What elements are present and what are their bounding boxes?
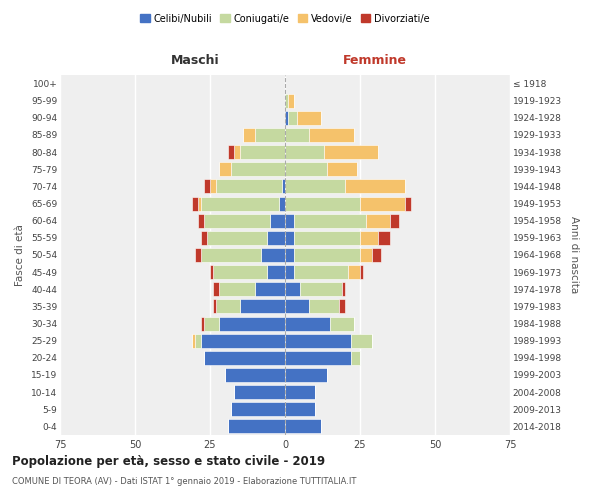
Bar [390,214,399,228]
Bar [360,248,372,262]
Bar [330,316,354,330]
Bar [297,111,321,125]
Bar [204,180,210,194]
Bar [351,334,372,347]
Bar [204,214,270,228]
Text: Popolazione per età, sesso e stato civile - 2019: Popolazione per età, sesso e stato civil… [12,455,325,468]
Bar [192,334,195,347]
Legend: Celibi/Nubili, Coniugati/e, Vedovi/e, Divorziati/e: Celibi/Nubili, Coniugati/e, Vedovi/e, Di… [136,10,434,28]
Bar [282,180,285,194]
Bar [327,162,357,176]
Bar [360,196,405,210]
Bar [285,420,321,434]
Bar [255,128,285,142]
Bar [234,145,240,159]
Bar [234,385,285,399]
Bar [201,316,204,330]
Y-axis label: Fasce di età: Fasce di età [16,224,25,286]
Bar [201,248,261,262]
Bar [219,282,255,296]
Bar [243,128,255,142]
Bar [342,282,345,296]
Bar [213,300,216,314]
Bar [366,214,390,228]
Text: Maschi: Maschi [170,54,220,68]
Bar [285,265,294,279]
Bar [216,180,282,194]
Bar [309,300,339,314]
Bar [207,231,267,245]
Bar [240,300,285,314]
Bar [210,180,216,194]
Bar [372,248,381,262]
Y-axis label: Anni di nascita: Anni di nascita [569,216,578,294]
Bar [294,265,348,279]
Bar [339,300,345,314]
Bar [195,248,201,262]
Bar [285,385,315,399]
Bar [360,231,378,245]
Bar [285,111,288,125]
Bar [285,162,327,176]
Bar [201,231,207,245]
Bar [192,196,198,210]
Bar [285,94,288,108]
Bar [225,368,285,382]
Bar [285,316,330,330]
Bar [255,282,285,296]
Bar [216,300,240,314]
Bar [288,94,294,108]
Bar [267,231,285,245]
Bar [351,351,360,365]
Bar [360,265,363,279]
Bar [228,420,285,434]
Bar [324,145,378,159]
Bar [294,214,366,228]
Bar [348,265,360,279]
Bar [285,248,294,262]
Bar [279,196,285,210]
Bar [204,351,285,365]
Bar [405,196,411,210]
Bar [285,402,315,416]
Text: COMUNE DI TEORA (AV) - Dati ISTAT 1° gennaio 2019 - Elaborazione TUTTITALIA.IT: COMUNE DI TEORA (AV) - Dati ISTAT 1° gen… [12,478,356,486]
Bar [201,334,285,347]
Bar [294,231,360,245]
Bar [345,180,405,194]
Bar [219,162,231,176]
Bar [285,282,300,296]
Bar [231,402,285,416]
Bar [261,248,285,262]
Bar [294,248,360,262]
Bar [231,162,285,176]
Bar [285,300,309,314]
Bar [288,111,297,125]
Bar [219,316,285,330]
Bar [213,282,219,296]
Bar [285,214,294,228]
Bar [300,282,342,296]
Text: Femmine: Femmine [343,54,407,68]
Bar [228,145,234,159]
Bar [285,368,327,382]
Bar [285,231,294,245]
Bar [285,180,345,194]
Bar [270,214,285,228]
Bar [309,128,354,142]
Bar [210,265,213,279]
Bar [285,128,309,142]
Bar [267,265,285,279]
Bar [378,231,390,245]
Bar [198,196,201,210]
Bar [204,316,219,330]
Bar [285,196,360,210]
Bar [201,196,279,210]
Bar [285,145,324,159]
Bar [285,351,351,365]
Bar [195,334,201,347]
Bar [285,334,351,347]
Bar [240,145,285,159]
Bar [213,265,267,279]
Bar [198,214,204,228]
